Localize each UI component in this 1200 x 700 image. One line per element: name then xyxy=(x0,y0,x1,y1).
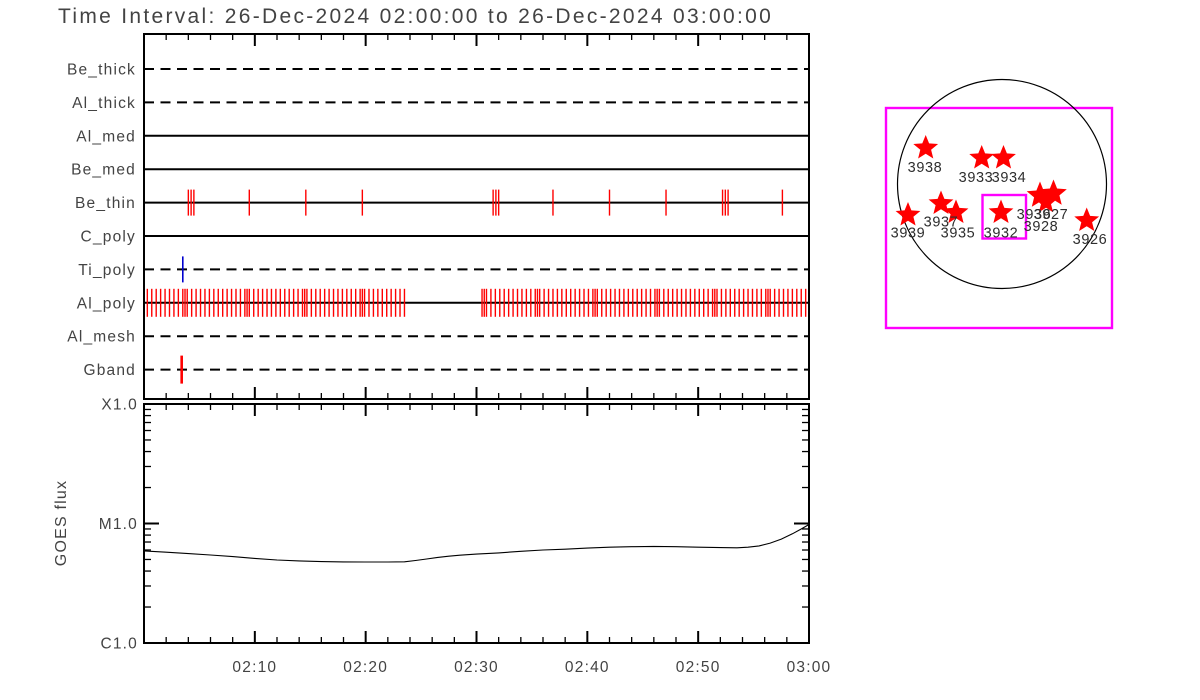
goes-flux-panel: X1.0 M1.0 C1.0 02:10 02:20 02:30 02:40 02:50 03:… xyxy=(53,397,832,677)
x-tick-label-03:00: 03:00 xyxy=(787,659,832,676)
plot-title: Time Interval: 26-Dec-2024 02:00:00 to 2… xyxy=(58,5,774,28)
y-tick-label-X1.0: X1.0 xyxy=(101,397,138,414)
y-tick-label-C1.0: C1.0 xyxy=(100,636,138,653)
active-region-label-3926: 3926 xyxy=(1073,232,1108,248)
filter-row-label-Be_med: Be_med xyxy=(71,162,136,179)
active-region-label-3933: 3933 xyxy=(959,170,994,186)
filter-row-label-Al_med: Al_med xyxy=(76,128,136,145)
solar-disk xyxy=(896,78,1108,290)
active-region-label-3939: 3939 xyxy=(891,226,926,242)
filter-timeline-panel: Be_thick Al_thick Al_med Be_med Be_thin C_pol… xyxy=(67,33,810,400)
x-tick-label-02:10: 02:10 xyxy=(232,659,277,676)
filter-row-label-Al_poly: Al_poly xyxy=(77,295,136,312)
active-region-label-3936: 3936 xyxy=(1017,207,1052,223)
active-region-star-3938 xyxy=(913,135,939,159)
filter-row-label-Al_thick: Al_thick xyxy=(72,95,136,112)
active-region-label-3938: 3938 xyxy=(908,160,943,176)
filter-row-label-Al_mesh: Al_mesh xyxy=(67,329,136,346)
active-region-star-3933 xyxy=(969,145,995,169)
filter-row-label-Be_thin: Be_thin xyxy=(75,195,136,212)
active-region-label-3927: 3927 xyxy=(1034,207,1069,223)
active-region-label-3932: 3932 xyxy=(984,226,1019,242)
active-region-star-3939 xyxy=(895,202,921,226)
goes-ylabel: GOES flux xyxy=(53,480,70,566)
x-tick-label-02:20: 02:20 xyxy=(343,659,388,676)
goes-frame xyxy=(143,403,810,644)
timeline-frame xyxy=(143,33,810,400)
x-tick-label-02:50: 02:50 xyxy=(676,659,721,676)
active-region-star-3937 xyxy=(928,190,954,214)
goes-flux-curve xyxy=(143,524,810,563)
filter-row-label-Be_thick: Be_thick xyxy=(67,62,136,79)
x-tick-label-02:40: 02:40 xyxy=(565,659,610,676)
filter-row-label-Ti_poly: Ti_poly xyxy=(78,262,136,279)
x-tick-label-02:30: 02:30 xyxy=(454,659,499,676)
active-region-label-3937: 3937 xyxy=(924,215,959,231)
active-region-star-3934 xyxy=(991,145,1016,169)
active-region-label-3928: 3928 xyxy=(1024,219,1059,235)
active-region-label-3934: 3934 xyxy=(992,170,1027,186)
fov-box xyxy=(884,106,1114,330)
target-box xyxy=(981,193,1028,240)
active-region-star-3932 xyxy=(988,199,1014,223)
active-region-star-3935 xyxy=(943,199,969,223)
y-tick-label-M1.0: M1.0 xyxy=(99,516,138,533)
active-region-label-3935: 3935 xyxy=(941,226,976,242)
filter-row-label-C_poly: C_poly xyxy=(81,229,136,246)
filter-row-label-Gband: Gband xyxy=(83,362,136,379)
active-region-star-3927 xyxy=(1040,179,1067,205)
active-region-star-3926 xyxy=(1074,207,1100,231)
